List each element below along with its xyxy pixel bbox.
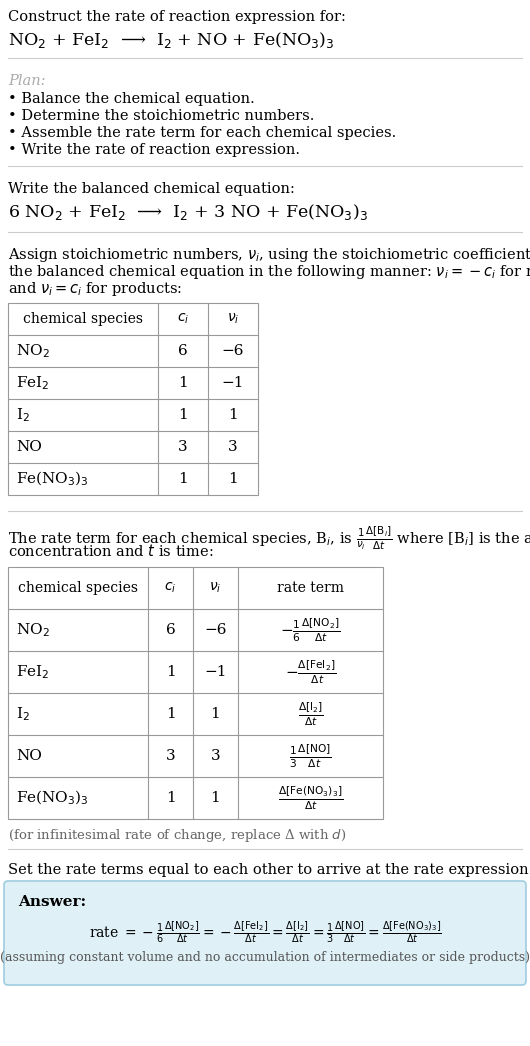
Text: NO$_2$ + FeI$_2$  ⟶  I$_2$ + NO + Fe(NO$_3$)$_3$: NO$_2$ + FeI$_2$ ⟶ I$_2$ + NO + Fe(NO$_3… — [8, 30, 334, 50]
Text: Answer:: Answer: — [18, 895, 86, 909]
Text: $\frac{\Delta[\mathrm{Fe(NO_3)_3}]}{\Delta t}$: $\frac{\Delta[\mathrm{Fe(NO_3)_3}]}{\Del… — [278, 784, 343, 812]
Text: 3: 3 — [178, 440, 188, 454]
Text: 1: 1 — [165, 665, 175, 679]
Text: 6: 6 — [178, 344, 188, 358]
Text: The rate term for each chemical species, B$_i$, is $\frac{1}{\nu_i}\frac{\Delta[: The rate term for each chemical species,… — [8, 525, 530, 552]
Text: I$_2$: I$_2$ — [16, 705, 30, 723]
Text: Fe(NO$_3$)$_3$: Fe(NO$_3$)$_3$ — [16, 470, 89, 488]
Text: 1: 1 — [165, 791, 175, 805]
Text: Assign stoichiometric numbers, $\nu_i$, using the stoichiometric coefficients, $: Assign stoichiometric numbers, $\nu_i$, … — [8, 246, 530, 264]
Text: NO: NO — [16, 440, 42, 454]
Text: 3: 3 — [166, 749, 175, 763]
Text: (assuming constant volume and no accumulation of intermediates or side products): (assuming constant volume and no accumul… — [0, 951, 530, 964]
Text: rate term: rate term — [277, 581, 344, 595]
Text: FeI$_2$: FeI$_2$ — [16, 663, 49, 681]
Text: the balanced chemical equation in the following manner: $\nu_i = -c_i$ for react: the balanced chemical equation in the fo… — [8, 263, 530, 281]
Text: concentration and $t$ is time:: concentration and $t$ is time: — [8, 543, 214, 559]
Text: Plan:: Plan: — [8, 74, 46, 88]
Text: $\nu_i$: $\nu_i$ — [227, 312, 239, 326]
Text: chemical species: chemical species — [18, 581, 138, 595]
Text: NO: NO — [16, 749, 42, 763]
Text: • Assemble the rate term for each chemical species.: • Assemble the rate term for each chemic… — [8, 126, 396, 140]
Text: (for infinitesimal rate of change, replace Δ with $d$): (for infinitesimal rate of change, repla… — [8, 827, 347, 844]
Text: $c_i$: $c_i$ — [164, 581, 176, 595]
Text: Construct the rate of reaction expression for:: Construct the rate of reaction expressio… — [8, 10, 346, 24]
Text: $c_i$: $c_i$ — [177, 312, 189, 326]
Text: 1: 1 — [228, 472, 238, 486]
Text: $-\frac{1}{6}\frac{\Delta[\mathrm{NO}_2]}{\Delta t}$: $-\frac{1}{6}\frac{\Delta[\mathrm{NO}_2]… — [280, 616, 341, 644]
Text: 3: 3 — [228, 440, 238, 454]
Text: chemical species: chemical species — [23, 312, 143, 326]
Text: −1: −1 — [204, 665, 227, 679]
Text: • Balance the chemical equation.: • Balance the chemical equation. — [8, 92, 255, 106]
Text: • Write the rate of reaction expression.: • Write the rate of reaction expression. — [8, 143, 300, 157]
Text: $\nu_i$: $\nu_i$ — [209, 581, 222, 595]
Text: • Determine the stoichiometric numbers.: • Determine the stoichiometric numbers. — [8, 109, 314, 123]
Text: 1: 1 — [178, 376, 188, 390]
Text: −6: −6 — [204, 623, 227, 637]
Text: rate $= -\frac{1}{6}\frac{\Delta[\mathrm{NO_2}]}{\Delta t} = -\frac{\Delta[\math: rate $= -\frac{1}{6}\frac{\Delta[\mathrm… — [89, 919, 441, 945]
Text: $\frac{\Delta[\mathrm{I}_2]}{\Delta t}$: $\frac{\Delta[\mathrm{I}_2]}{\Delta t}$ — [297, 700, 323, 728]
Bar — [8, 567, 383, 819]
Text: $-\frac{\Delta[\mathrm{FeI}_2]}{\Delta t}$: $-\frac{\Delta[\mathrm{FeI}_2]}{\Delta t… — [285, 658, 336, 686]
Text: 1: 1 — [178, 472, 188, 486]
Text: 1: 1 — [228, 408, 238, 422]
Bar — [8, 303, 258, 495]
Text: $\frac{1}{3}\frac{\Delta[\mathrm{NO}]}{\Delta t}$: $\frac{1}{3}\frac{\Delta[\mathrm{NO}]}{\… — [289, 743, 332, 770]
Text: 6: 6 — [165, 623, 175, 637]
Text: and $\nu_i = c_i$ for products:: and $\nu_i = c_i$ for products: — [8, 280, 182, 298]
Text: 6 NO$_2$ + FeI$_2$  ⟶  I$_2$ + 3 NO + Fe(NO$_3$)$_3$: 6 NO$_2$ + FeI$_2$ ⟶ I$_2$ + 3 NO + Fe(N… — [8, 202, 368, 222]
Text: NO$_2$: NO$_2$ — [16, 342, 50, 360]
Text: 1: 1 — [210, 707, 220, 721]
Text: FeI$_2$: FeI$_2$ — [16, 374, 49, 392]
FancyBboxPatch shape — [4, 881, 526, 985]
Text: −6: −6 — [222, 344, 244, 358]
Text: Write the balanced chemical equation:: Write the balanced chemical equation: — [8, 182, 295, 196]
Text: 1: 1 — [210, 791, 220, 805]
Text: 1: 1 — [165, 707, 175, 721]
Text: Set the rate terms equal to each other to arrive at the rate expression:: Set the rate terms equal to each other t… — [8, 863, 530, 877]
Text: NO$_2$: NO$_2$ — [16, 621, 50, 639]
Text: 1: 1 — [178, 408, 188, 422]
Text: −1: −1 — [222, 376, 244, 390]
Text: I$_2$: I$_2$ — [16, 406, 30, 424]
Text: 3: 3 — [211, 749, 220, 763]
Text: Fe(NO$_3$)$_3$: Fe(NO$_3$)$_3$ — [16, 789, 89, 808]
